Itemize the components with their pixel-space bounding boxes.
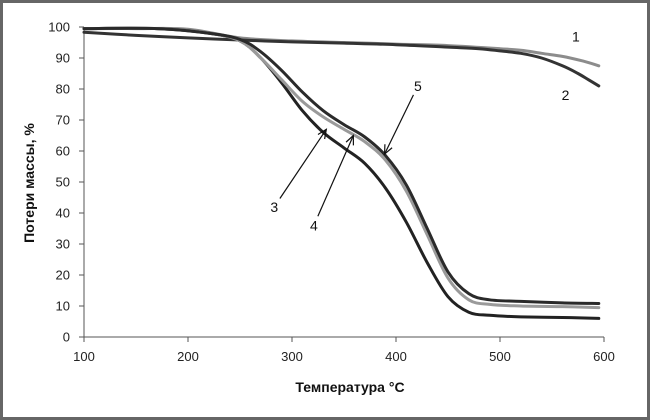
x-tick-label: 200 <box>177 349 199 364</box>
x-axis-title: Температура °С <box>295 379 404 395</box>
x-tick-label: 100 <box>73 349 95 364</box>
annotation-5-label: 5 <box>414 78 422 94</box>
annotation-5-arrow <box>384 94 414 155</box>
series-2-line <box>82 30 601 88</box>
y-tick-label: 10 <box>56 299 70 314</box>
y-tick-label: 20 <box>56 268 70 283</box>
y-tick-label: 60 <box>56 144 70 159</box>
curve-annotations: 1 2 3 4 5 <box>270 28 580 233</box>
annotation-3-arrowhead <box>317 128 328 140</box>
annotation-4-arrowhead <box>345 134 354 146</box>
series-5-line <box>82 26 601 305</box>
tick-labels: 0 10 20 30 40 50 60 70 80 90 100 100 200 300 400 500 600 <box>48 20 615 365</box>
y-tick-label: 80 <box>56 82 70 97</box>
curves <box>82 26 601 320</box>
y-tick-label: 100 <box>48 20 70 35</box>
annotation-3-label: 3 <box>270 199 278 215</box>
x-tick-label: 400 <box>385 349 407 364</box>
y-tick-label: 40 <box>56 206 70 221</box>
y-tick-label: 70 <box>56 113 70 128</box>
y-axis-title: Потери массы, % <box>21 123 37 243</box>
annotation-2-label: 2 <box>562 87 570 103</box>
annotation-1-label: 1 <box>572 28 580 44</box>
x-tick-label: 500 <box>489 349 511 364</box>
annotation-4-arrow <box>317 135 354 217</box>
y-tick-label: 0 <box>63 330 70 345</box>
x-tick-label: 600 <box>593 349 615 364</box>
y-tick-label: 90 <box>56 51 70 66</box>
annotation-4-label: 4 <box>310 217 318 233</box>
annotation-5-arrowhead <box>383 144 393 156</box>
annotation-3-arrow <box>279 128 327 199</box>
x-tick-label: 300 <box>281 349 303 364</box>
y-tick-label: 50 <box>56 175 70 190</box>
y-tick-label: 30 <box>56 237 70 252</box>
